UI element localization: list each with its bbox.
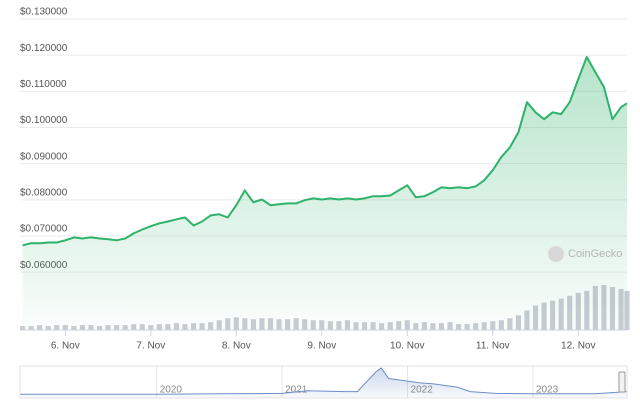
watermark-text: CoinGecko (568, 248, 622, 260)
volume-bar (20, 326, 26, 330)
navigator-frame (19, 365, 628, 399)
navigator-tick-label: 2023 (536, 385, 559, 396)
price-line (22, 56, 628, 247)
x-tick-label: 10. Nov (390, 341, 424, 352)
x-tick-label: 6. Nov (51, 341, 80, 352)
navigator-handle[interactable] (618, 371, 626, 393)
watermark-logo (548, 246, 564, 262)
navigator-area (20, 368, 627, 398)
x-tick-label: 12. Nov (561, 341, 595, 352)
y-tick-label: $0.080000 (20, 187, 68, 198)
y-tick-label: $0.110000 (20, 79, 67, 90)
x-tick-label: 7. Nov (136, 341, 165, 352)
y-tick-label: $0.120000 (20, 43, 68, 54)
price-area (22, 57, 627, 330)
y-tick-label: $0.070000 (20, 224, 68, 235)
watermark: CoinGecko (548, 246, 622, 262)
navigator-tick-label: 2021 (285, 385, 308, 396)
x-tick-label: 11. Nov (476, 341, 510, 352)
y-tick-label: $0.100000 (20, 115, 68, 126)
y-tick-label: $0.130000 (20, 7, 68, 18)
navigator-line (20, 367, 628, 395)
x-tick-label: 9. Nov (307, 341, 336, 352)
y-tick-label: $0.090000 (20, 151, 68, 162)
x-tick-label: 8. Nov (222, 341, 251, 352)
navigator-tick-label: 2020 (160, 385, 183, 396)
